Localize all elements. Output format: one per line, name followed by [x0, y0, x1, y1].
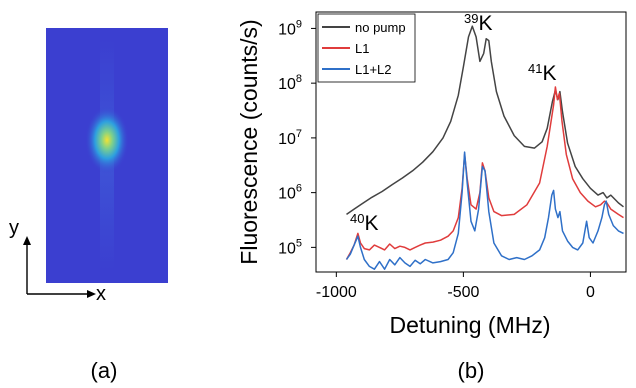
series-line-no-pump [346, 25, 624, 216]
annotation-40k-prefix: 40 [350, 211, 364, 226]
annotation-41k-label: K [542, 62, 556, 85]
panel-a: y x (a) [9, 28, 168, 383]
series-layer [345, 25, 624, 270]
caption-b: (b) [458, 358, 485, 383]
y-tick-label: 109 [278, 18, 302, 38]
annotation-40k: 40K [350, 211, 378, 235]
y-arrow-head-icon [23, 236, 31, 245]
y-tick-label: 106 [278, 183, 302, 203]
legend: no pump L1 L1+L2 [317, 13, 416, 83]
annotation-41k: 41K [528, 61, 556, 85]
x-tick-label: -1000 [316, 284, 357, 301]
axis-label-x: x [96, 283, 106, 305]
annotation-39k-prefix: 39 [464, 11, 478, 26]
annotation-40k-label: K [364, 212, 378, 235]
annotation-39k-label: K [478, 12, 492, 35]
y-tick-label: 105 [278, 237, 302, 257]
y-tick-label: 107 [278, 128, 302, 148]
panel-b: -1000 -500 0 105 106 107 108 109 no pump L1 L1+… [236, 11, 627, 383]
annotation-39k: 39K [464, 11, 492, 35]
legend-label-l1: L1 [355, 41, 369, 56]
tick-layer: -1000 -500 0 105 106 107 108 109 [278, 18, 595, 301]
caption-a: (a) [91, 358, 118, 383]
legend-label-no-pump: no pump [355, 20, 406, 35]
x-arrow-head-icon [87, 290, 96, 298]
legend-label-l1-l2: L1+L2 [355, 62, 392, 77]
x-axis-title: Detuning (MHz) [389, 312, 550, 338]
x-tick-label: 0 [586, 284, 595, 301]
plot-frame [315, 11, 627, 273]
x-tick-label: -500 [447, 284, 479, 301]
series-line-l1-l2 [345, 151, 624, 270]
series-line-l1 [345, 86, 624, 260]
annotation-41k-prefix: 41 [528, 61, 542, 76]
axis-label-y: y [9, 217, 19, 239]
atom-cloud-spot [85, 106, 129, 174]
y-tick-label: 108 [278, 73, 302, 93]
y-axis-title: Fluorescence (counts/s) [236, 19, 262, 264]
